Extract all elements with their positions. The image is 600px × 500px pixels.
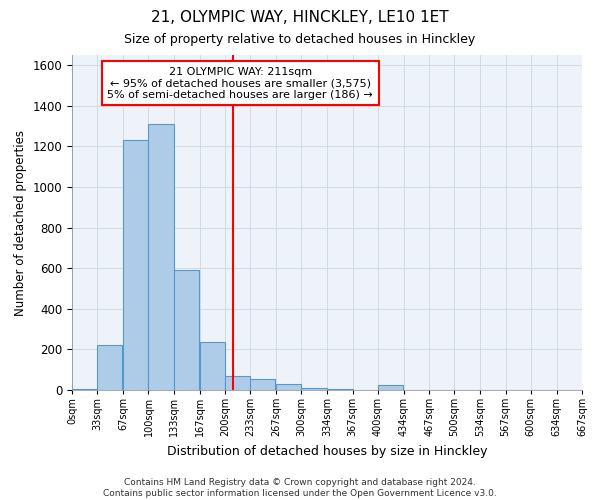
Text: Size of property relative to detached houses in Hinckley: Size of property relative to detached ho… — [124, 32, 476, 46]
Text: Contains HM Land Registry data © Crown copyright and database right 2024.
Contai: Contains HM Land Registry data © Crown c… — [103, 478, 497, 498]
Bar — [301, 388, 326, 390]
Bar — [250, 379, 275, 390]
Text: 21 OLYMPIC WAY: 211sqm
← 95% of detached houses are smaller (3,575)
5% of semi-d: 21 OLYMPIC WAY: 211sqm ← 95% of detached… — [107, 66, 373, 100]
Bar — [72, 389, 97, 390]
Bar — [123, 140, 148, 390]
Bar — [200, 342, 225, 390]
Bar — [276, 384, 301, 390]
Bar — [225, 376, 250, 390]
Text: 21, OLYMPIC WAY, HINCKLEY, LE10 1ET: 21, OLYMPIC WAY, HINCKLEY, LE10 1ET — [151, 10, 449, 25]
Bar — [378, 385, 403, 390]
Bar — [97, 346, 122, 390]
Y-axis label: Number of detached properties: Number of detached properties — [14, 130, 27, 316]
Bar — [173, 270, 199, 390]
Bar — [148, 124, 173, 390]
X-axis label: Distribution of detached houses by size in Hinckley: Distribution of detached houses by size … — [167, 444, 487, 458]
